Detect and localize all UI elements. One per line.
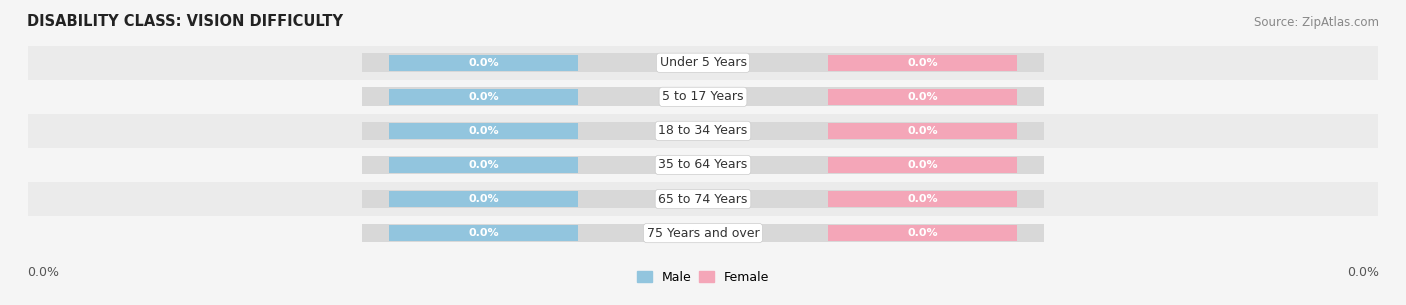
- Text: 65 to 74 Years: 65 to 74 Years: [658, 192, 748, 206]
- Bar: [389, 157, 578, 173]
- Text: 0.0%: 0.0%: [468, 58, 499, 68]
- Bar: [828, 157, 1017, 173]
- Bar: [389, 89, 578, 105]
- Text: 0.0%: 0.0%: [907, 194, 938, 204]
- Bar: [28, 216, 1378, 250]
- Bar: [828, 225, 1017, 241]
- Text: 0.0%: 0.0%: [907, 58, 938, 68]
- Text: 0.0%: 0.0%: [468, 160, 499, 170]
- Bar: [28, 46, 1378, 80]
- Text: 35 to 64 Years: 35 to 64 Years: [658, 159, 748, 171]
- Bar: [28, 148, 1378, 182]
- Bar: [828, 191, 1017, 207]
- Legend: Male, Female: Male, Female: [631, 266, 775, 289]
- Bar: [828, 123, 1017, 139]
- Text: Under 5 Years: Under 5 Years: [659, 56, 747, 69]
- Text: 0.0%: 0.0%: [907, 228, 938, 238]
- Bar: [363, 190, 1043, 208]
- Bar: [28, 114, 1378, 148]
- Text: 0.0%: 0.0%: [468, 194, 499, 204]
- Text: 0.0%: 0.0%: [907, 92, 938, 102]
- Text: 0.0%: 0.0%: [468, 228, 499, 238]
- Text: 0.0%: 0.0%: [1347, 267, 1379, 279]
- Text: Source: ZipAtlas.com: Source: ZipAtlas.com: [1254, 16, 1379, 29]
- Text: 0.0%: 0.0%: [468, 92, 499, 102]
- Bar: [389, 191, 578, 207]
- Bar: [28, 182, 1378, 216]
- Bar: [389, 55, 578, 71]
- Text: 18 to 34 Years: 18 to 34 Years: [658, 124, 748, 137]
- Bar: [828, 89, 1017, 105]
- Text: 0.0%: 0.0%: [907, 160, 938, 170]
- Bar: [363, 121, 1043, 140]
- Text: 0.0%: 0.0%: [907, 126, 938, 136]
- Bar: [363, 224, 1043, 242]
- Bar: [363, 156, 1043, 174]
- Text: 75 Years and over: 75 Years and over: [647, 227, 759, 239]
- Bar: [389, 225, 578, 241]
- Text: 5 to 17 Years: 5 to 17 Years: [662, 90, 744, 103]
- Bar: [828, 55, 1017, 71]
- Text: 0.0%: 0.0%: [27, 267, 59, 279]
- Text: 0.0%: 0.0%: [468, 126, 499, 136]
- Bar: [363, 88, 1043, 106]
- Bar: [28, 80, 1378, 114]
- Bar: [363, 53, 1043, 72]
- Bar: [389, 123, 578, 139]
- Text: DISABILITY CLASS: VISION DIFFICULTY: DISABILITY CLASS: VISION DIFFICULTY: [27, 14, 343, 29]
